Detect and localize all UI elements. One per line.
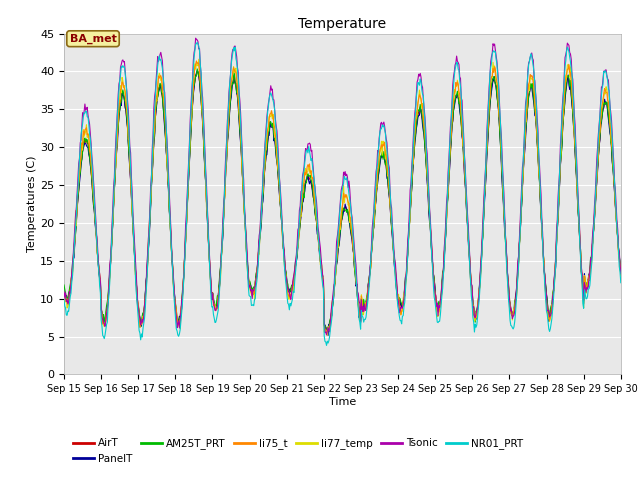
Title: Temperature: Temperature [298,17,387,31]
Text: BA_met: BA_met [70,34,116,44]
Legend: AirT, PanelT, AM25T_PRT, li75_t, li77_temp, Tsonic, NR01_PRT: AirT, PanelT, AM25T_PRT, li75_t, li77_te… [69,434,527,468]
X-axis label: Time: Time [329,397,356,407]
Y-axis label: Temperatures (C): Temperatures (C) [28,156,37,252]
